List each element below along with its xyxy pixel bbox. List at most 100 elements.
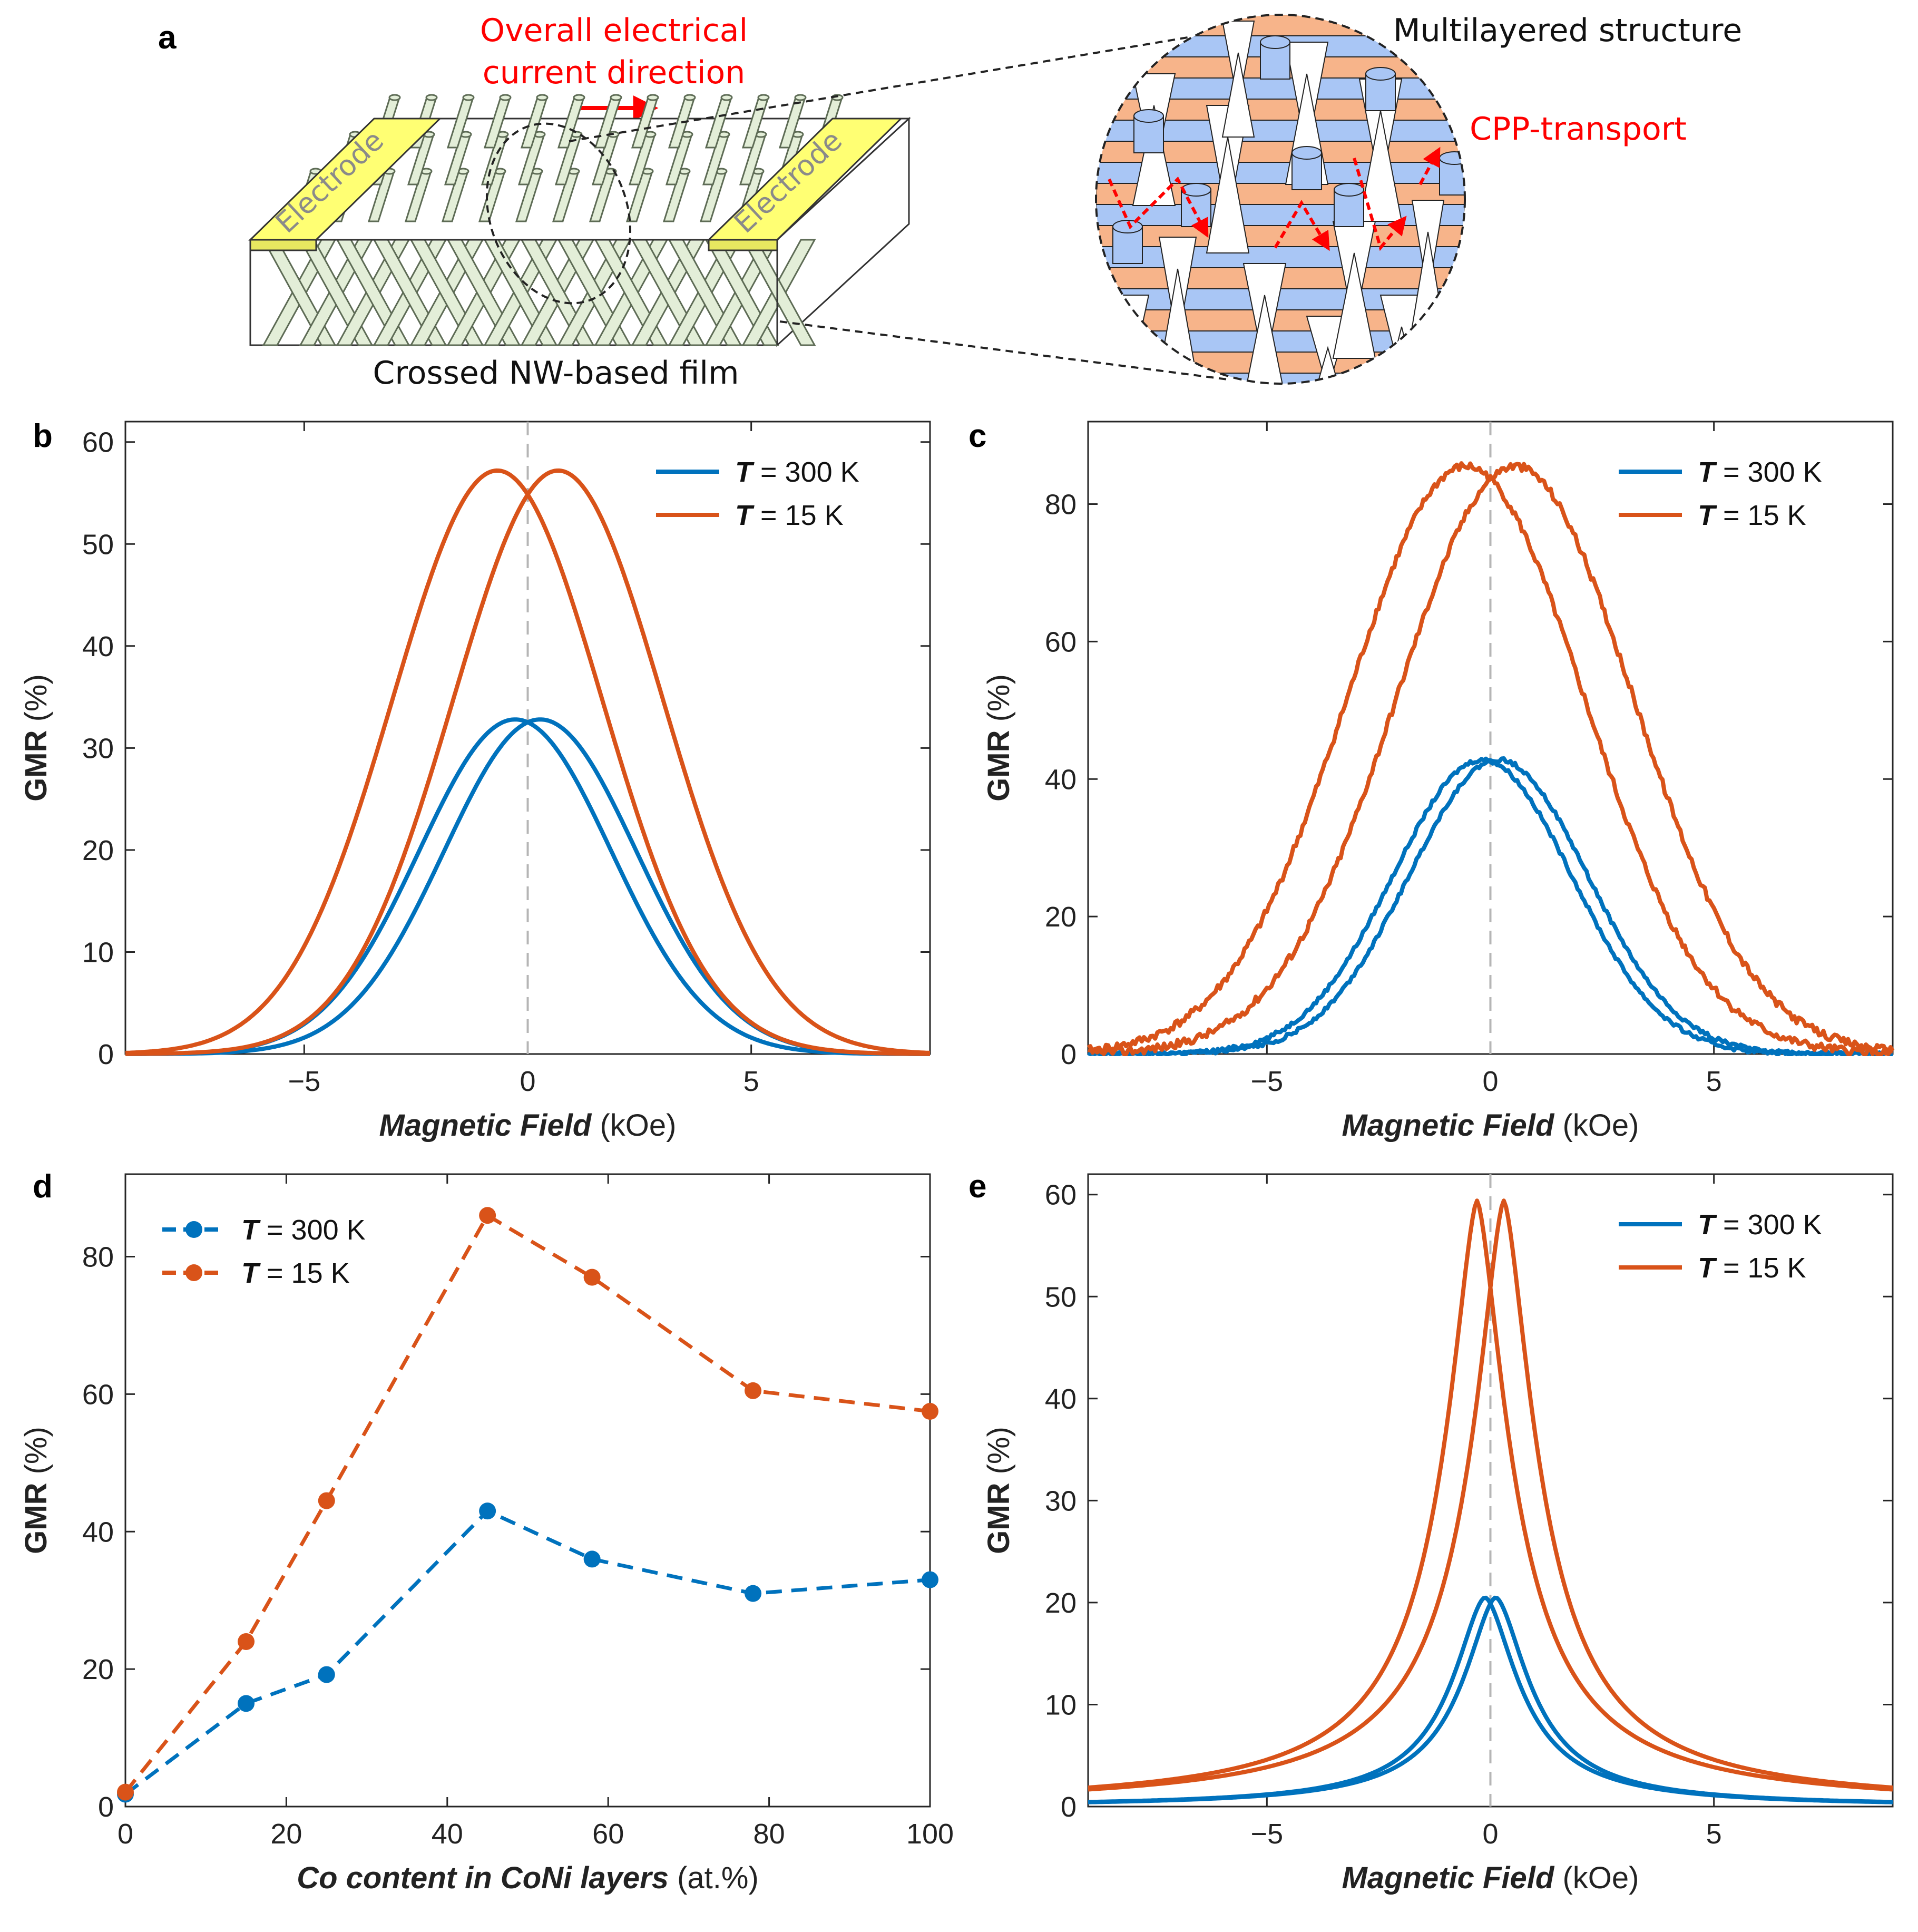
data-point	[922, 1403, 938, 1420]
x-tick-label: 5	[1706, 1818, 1722, 1850]
y-tick-label: 0	[1061, 1039, 1077, 1070]
data-point	[583, 1550, 601, 1568]
structure-label: Multilayered structure	[1393, 12, 1742, 49]
data-point	[318, 1666, 335, 1683]
film-label: Crossed NW-based film	[373, 355, 739, 392]
wire-cylinder-top	[1291, 146, 1322, 160]
inter-wire-gap	[1242, 295, 1287, 384]
legend-text: = 300 K	[752, 456, 859, 488]
x-axis-label: Magnetic Field (kOe)	[379, 1108, 677, 1143]
legend-marker-1	[185, 1264, 202, 1281]
wire-cylinder-top	[1181, 183, 1211, 197]
legend-label-0: T = 300 K	[241, 1214, 366, 1246]
x-tick-label: 60	[592, 1818, 624, 1850]
inter-wire-gap	[1116, 295, 1150, 369]
y-tick-label: 80	[82, 1242, 114, 1273]
y-axis-label-name: GMR	[982, 730, 1016, 802]
wire-cylinder-top	[1439, 151, 1465, 165]
cpp-transport-path	[1108, 176, 1209, 238]
legend-label-1: T = 15 K	[735, 500, 844, 531]
legend-symbol: T	[735, 500, 755, 531]
nanowire-tip	[757, 94, 770, 101]
nanowire-tip	[683, 94, 696, 101]
nanowire-tip	[573, 94, 585, 101]
nanowire-tip	[425, 94, 438, 101]
multilayer-band	[1096, 330, 1465, 353]
legend-label-0: T = 300 K	[1698, 456, 1822, 488]
legend-text: = 300 K	[1715, 1209, 1822, 1241]
panel-letter-e: e	[968, 1168, 986, 1205]
panel-letter-b: b	[33, 418, 53, 454]
legend-text: = 15 K	[1715, 1252, 1806, 1284]
legend-symbol: T	[241, 1214, 261, 1246]
data-point	[479, 1207, 496, 1224]
legend-symbol: T	[1698, 500, 1717, 531]
nanowire-film-block: Electrode Electrode	[248, 94, 911, 347]
y-tick-label: 40	[1045, 1383, 1077, 1415]
legend-symbol: T	[1698, 1209, 1717, 1241]
wire-cylinder-top	[1112, 220, 1143, 233]
x-axis-label-unit: (kOe)	[591, 1108, 676, 1143]
x-tick-label: 40	[432, 1818, 463, 1850]
x-axis-label-unit: (kOe)	[1554, 1861, 1639, 1895]
data-point	[583, 1269, 601, 1286]
y-tick-label: 40	[1045, 764, 1077, 795]
y-axis-label: GMR (%)	[982, 1427, 1016, 1554]
panel-d-chart: d 0 20 40 60 80 100 0 20 40 60 80 Co content in CoN…	[19, 1168, 954, 1895]
panel-c-chart: c −5 0 5 0 20 40 60 80 Magnetic Field (kOe) GMR (…	[968, 418, 1895, 1143]
series-curve-1-up	[1088, 1198, 1893, 1792]
x-tick-label: 0	[118, 1818, 133, 1850]
legend-text: = 300 K	[259, 1214, 366, 1246]
x-tick-label: 5	[743, 1066, 759, 1097]
y-tick-label: 50	[82, 529, 114, 560]
y-tick-label: 20	[82, 1654, 114, 1685]
y-axis-label: GMR (%)	[19, 1427, 53, 1554]
legend-label-0: T = 300 K	[735, 456, 859, 488]
legend-symbol: T	[1698, 1252, 1717, 1284]
series-curve-0-up	[1087, 756, 1893, 1056]
y-tick-label: 80	[1045, 489, 1077, 521]
x-tick-label: −5	[288, 1066, 321, 1097]
y-tick-label: 20	[82, 835, 114, 866]
nanowire-tip	[720, 94, 733, 101]
inter-wire-gap	[1358, 110, 1403, 222]
x-tick-label: −5	[1251, 1818, 1284, 1850]
nanowire-tip	[462, 94, 475, 101]
y-tick-label: 60	[1045, 1179, 1077, 1211]
zoom-region-ellipse	[485, 122, 632, 305]
y-tick-label: 30	[1045, 1485, 1077, 1517]
y-axis-label: GMR (%)	[19, 674, 53, 802]
cpp-transport-path	[1418, 147, 1441, 186]
x-tick-label: 0	[1482, 1066, 1498, 1097]
series-curve-0-up	[1088, 1595, 1893, 1804]
y-tick-label: 60	[82, 1379, 114, 1410]
y-axis-label-unit: (%)	[19, 674, 53, 730]
y-tick-label: 0	[1061, 1791, 1077, 1823]
data-point	[238, 1633, 255, 1650]
data-point	[745, 1585, 762, 1602]
nanowire-tip	[388, 94, 401, 101]
legend-text: = 300 K	[1715, 456, 1822, 488]
transport-label: CPP-transport	[1470, 111, 1687, 148]
legend-label-1: T = 15 K	[1698, 500, 1806, 531]
y-axis-label: GMR (%)	[982, 674, 1016, 802]
y-tick-label: 40	[82, 631, 114, 662]
data-point	[922, 1571, 938, 1588]
nanowire-tip	[610, 94, 622, 101]
y-axis-label-unit: (%)	[982, 674, 1016, 730]
x-axis-label-unit: (at.%)	[669, 1861, 759, 1895]
wire-cylinder-top	[1365, 67, 1396, 81]
x-tick-label: 5	[1706, 1066, 1722, 1097]
y-axis-label-name: GMR	[982, 1483, 1016, 1554]
legend-symbol: T	[241, 1257, 261, 1289]
inter-wire-gap	[1332, 252, 1376, 359]
cpp-transport-path	[1353, 158, 1407, 251]
legend-label-1: T = 15 K	[1698, 1252, 1806, 1284]
multilayer-band	[1096, 352, 1465, 374]
wire-cylinder-top	[1133, 109, 1164, 123]
x-tick-label: 20	[270, 1818, 302, 1850]
data-point	[479, 1502, 496, 1520]
